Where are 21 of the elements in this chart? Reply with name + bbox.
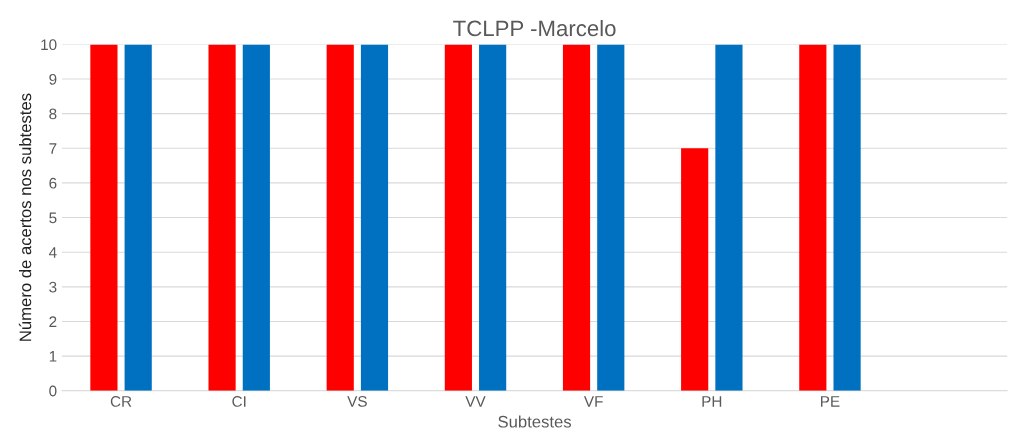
x-tick-label: PH: [702, 396, 722, 407]
y-tick-label: 2: [49, 316, 57, 327]
y-axis-title: Número de acertos nos subtestes: [18, 93, 32, 341]
x-tick-label: VV: [465, 396, 486, 407]
y-tick-label: 3: [49, 281, 57, 293]
y-tick-label: 6: [49, 177, 57, 189]
y-tick-label: 10: [41, 39, 57, 51]
x-tick-label: VF: [583, 396, 603, 407]
y-tick-label: 1: [49, 351, 57, 362]
y-tick-label: 8: [49, 108, 57, 120]
x-tick-label: CI: [232, 395, 246, 407]
x-tick-label: PE: [821, 396, 840, 407]
y-tick-label: 9: [49, 73, 57, 85]
x-tick-label: CR: [110, 395, 132, 407]
y-tick-label: 4: [48, 247, 57, 258]
y-tick-label: 0: [49, 385, 57, 397]
x-tick-label: VS: [347, 395, 367, 407]
chart-title: TCLPP -Marcelo: [453, 19, 616, 37]
y-tick-label: 7: [49, 143, 57, 154]
x-axis-title: Subtestes: [498, 415, 572, 428]
y-tick-label: 5: [49, 212, 57, 224]
